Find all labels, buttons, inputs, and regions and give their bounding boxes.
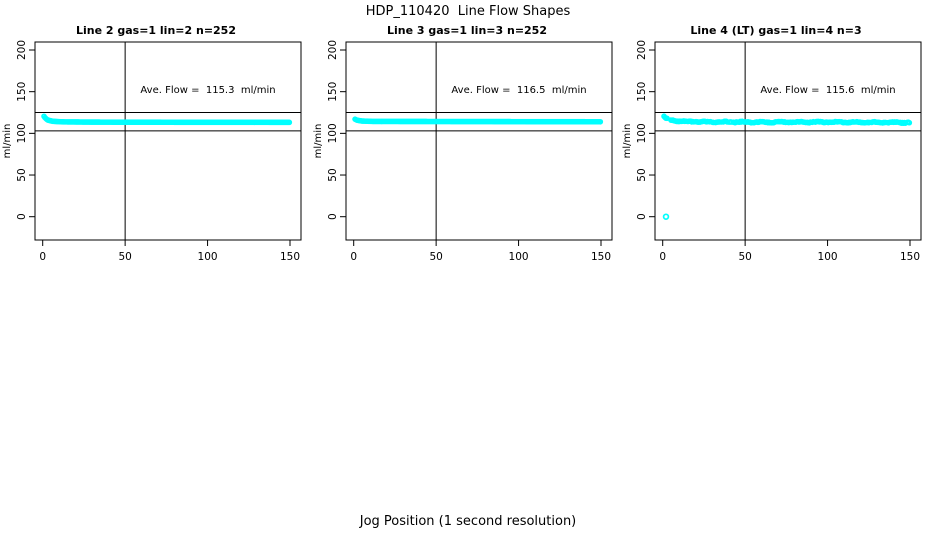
y-axis-tick-label: 50 <box>16 168 28 181</box>
x-axis-tick-label: 50 <box>118 251 131 263</box>
y-axis-tick-label: 0 <box>16 213 28 220</box>
plot-box <box>654 41 922 241</box>
y-axis-tick-label: 200 <box>327 40 339 60</box>
panel-line-4-ave-flow-annotation: Ave. Flow = 115.6 ml/min <box>760 85 896 96</box>
x-axis-tick-label: 100 <box>818 251 838 263</box>
y-axis-title: ml/min <box>622 124 633 159</box>
x-axis-tick-label: 150 <box>591 251 611 263</box>
y-axis-title: ml/min <box>2 124 13 159</box>
y-axis-tick-label: 0 <box>327 213 339 220</box>
x-axis-tick-label: 150 <box>900 251 920 263</box>
y-axis-tick-label: 100 <box>16 123 28 143</box>
panel-line-2: Line 2 gas=1 lin=2 n=252 Ave. Flow = 115… <box>0 0 312 280</box>
panel-line-4-plot-area: 0 50 100 150 0 50 100 150 200 ml/min <box>622 40 922 263</box>
y-axis-tick-label: 50 <box>636 168 648 181</box>
y-axis-tick-label: 200 <box>636 40 648 60</box>
data-point <box>286 119 293 126</box>
y-axis-tick-label: 150 <box>636 82 648 102</box>
y-axis-tick-label: 50 <box>327 168 339 181</box>
outlier-data-point <box>662 213 670 220</box>
panel-line-3-plot-area: 0 50 100 150 0 50 100 150 200 ml/min <box>313 40 613 263</box>
panel-line-3-title: Line 3 gas=1 lin=3 n=252 <box>386 24 547 37</box>
x-axis-tick-label: 0 <box>39 251 46 263</box>
panel-line-3-ave-flow-annotation: Ave. Flow = 116.5 ml/min <box>451 85 587 96</box>
y-axis-tick-label: 200 <box>16 40 28 60</box>
x-axis-tick-label: 100 <box>509 251 529 263</box>
y-axis-tick-label: 150 <box>327 82 339 102</box>
x-axis-tick-label: 150 <box>280 251 300 263</box>
plot-box <box>345 41 613 241</box>
panel-line-2-plot-area: 0 50 100 150 0 50 100 150 200 ml/min <box>2 40 302 263</box>
x-axis-tick-label: 100 <box>198 251 218 263</box>
x-axis-tick-label: 0 <box>350 251 357 263</box>
panel-line-3: Line 3 gas=1 lin=3 n=252 Ave. Flow = 116… <box>311 0 623 280</box>
data-point <box>597 118 604 125</box>
x-axis-tick-label: 50 <box>429 251 442 263</box>
plot-box <box>34 41 302 241</box>
panel-line-2-title: Line 2 gas=1 lin=2 n=252 <box>75 24 236 37</box>
y-axis-title: ml/min <box>313 124 324 159</box>
x-axis-label: Jog Position (1 second resolution) <box>359 514 577 529</box>
x-axis-tick-label: 0 <box>659 251 666 263</box>
data-point <box>906 119 913 126</box>
x-axis-tick-label: 50 <box>738 251 751 263</box>
panel-line-4: Line 4 (LT) gas=1 lin=4 n=3 Ave. Flow = … <box>620 0 932 280</box>
panel-line-2-ave-flow-annotation: Ave. Flow = 115.3 ml/min <box>140 85 276 96</box>
figure-title: HDP_110420 Line Flow Shapes <box>365 4 571 19</box>
y-axis-tick-label: 0 <box>636 213 648 220</box>
y-axis-tick-label: 100 <box>327 123 339 143</box>
y-axis-tick-label: 150 <box>16 82 28 102</box>
panel-line-4-title: Line 4 (LT) gas=1 lin=4 n=3 <box>690 24 862 37</box>
y-axis-tick-label: 100 <box>636 123 648 143</box>
